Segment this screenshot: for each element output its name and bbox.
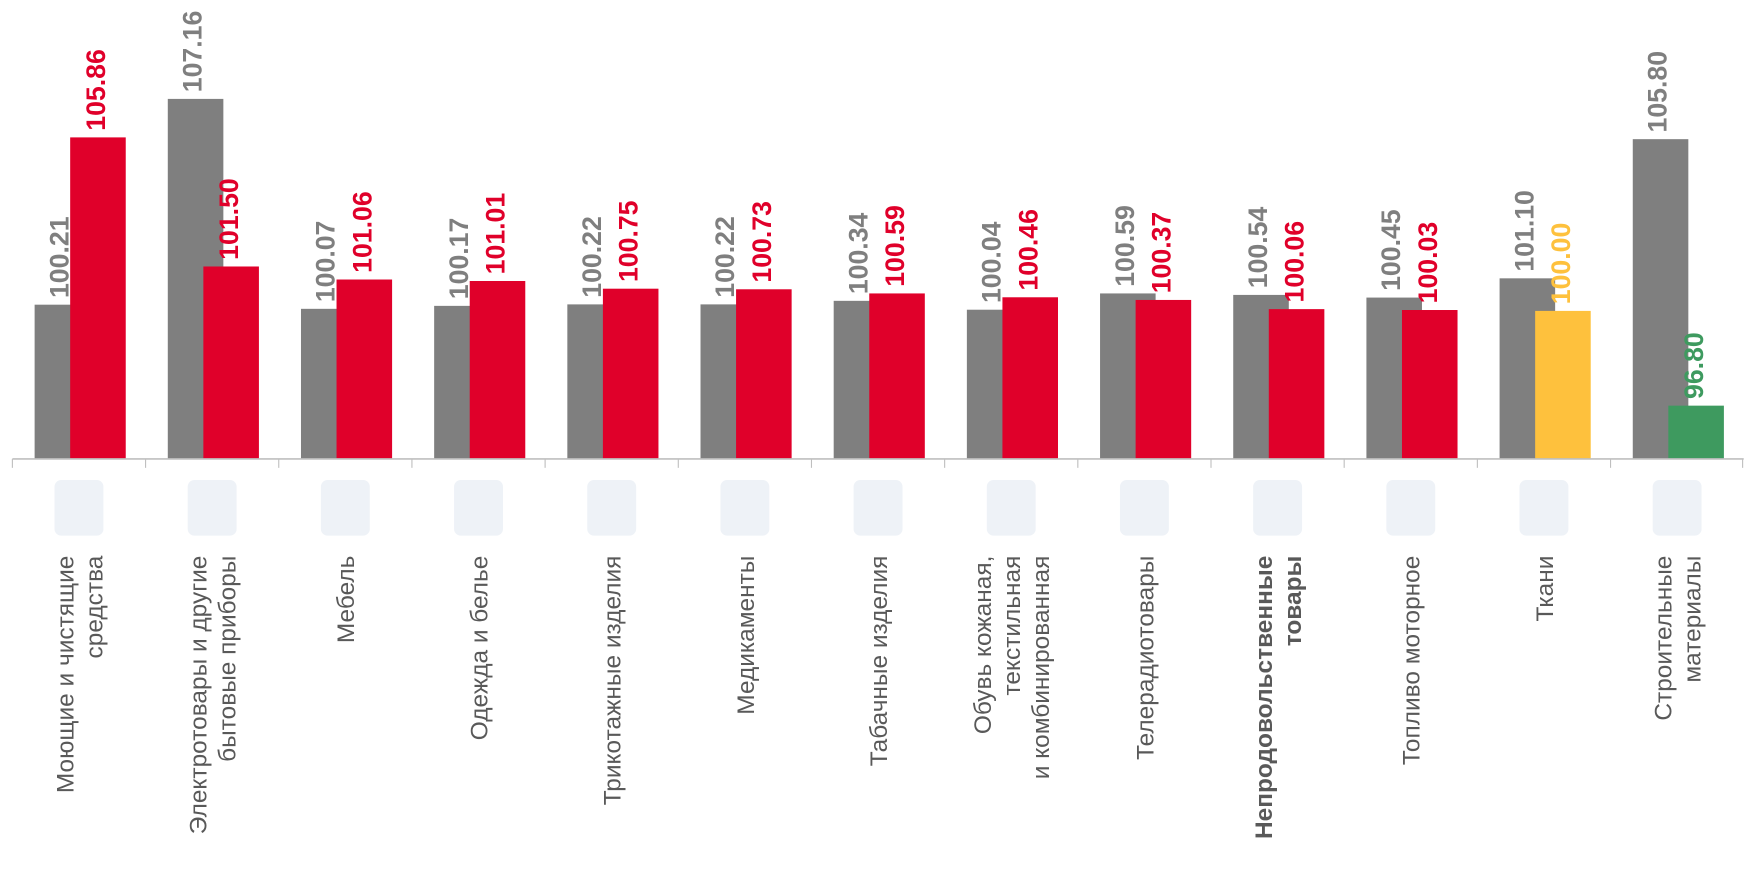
value-label: 101.10 <box>1509 190 1539 272</box>
x-tick-label: Ткани <box>1532 556 1559 622</box>
x-tick-label: Медикаменты <box>733 556 760 715</box>
value-label: 100.37 <box>1146 212 1176 294</box>
x-tick-label-line: Телерадиотовары <box>1132 556 1159 760</box>
value-label: 101.01 <box>481 193 511 275</box>
category-icon <box>1119 480 1169 536</box>
value-label: 96.80 <box>1679 332 1709 399</box>
value-label: 100.46 <box>1013 209 1043 291</box>
x-tick-label: Мебель <box>333 556 360 643</box>
category-icon <box>720 480 770 536</box>
bar <box>869 293 925 459</box>
bar <box>1135 299 1192 459</box>
bar <box>1401 310 1458 459</box>
x-tick-label-line: Топливо моторное <box>1399 556 1426 765</box>
bar <box>70 137 126 459</box>
value-label: 101.06 <box>347 191 377 273</box>
x-tick-label-line: Ткани <box>1532 556 1559 622</box>
value-label: 100.45 <box>1376 209 1406 291</box>
value-label: 100.75 <box>614 200 644 282</box>
value-label: 100.59 <box>880 205 910 287</box>
x-tick-label-line: товары <box>1280 556 1307 647</box>
bar <box>602 288 659 459</box>
x-tick-label-line: Непродовольственные <box>1251 556 1278 839</box>
value-label: 100.00 <box>1546 223 1576 305</box>
x-tick-label-line: Обувь кожаная, <box>970 556 997 735</box>
category-icon <box>320 480 370 536</box>
x-tick-label-line: бытовые приборы <box>214 556 241 762</box>
value-label: 100.03 <box>1413 222 1443 304</box>
x-tick-label: Трикотажные изделия <box>600 556 627 806</box>
value-label: 100.07 <box>311 221 341 303</box>
x-tick-label-line: Мебель <box>333 556 360 643</box>
x-tick-label-line: текстильная <box>999 556 1026 696</box>
bar <box>736 289 792 459</box>
x-tick-label: Электротовары и другиебытовые приборы <box>186 556 242 835</box>
bar <box>336 279 393 459</box>
x-tick-label-line: Трикотажные изделия <box>600 556 627 806</box>
bar <box>203 266 259 459</box>
category-icon <box>1652 480 1702 536</box>
value-label: 100.06 <box>1280 221 1310 303</box>
x-tick-label: Топливо моторное <box>1399 556 1426 765</box>
x-tick-label: Телерадиотовары <box>1132 556 1159 760</box>
value-label: 100.04 <box>977 221 1007 303</box>
category-icon <box>454 480 503 536</box>
bar <box>1668 405 1724 459</box>
bar <box>1268 309 1325 459</box>
value-label: 101.50 <box>214 178 244 260</box>
value-label: 105.80 <box>1642 51 1672 133</box>
category-icon <box>853 480 903 536</box>
value-label: 100.59 <box>1110 205 1140 287</box>
x-tick-label: Моющие и чистящиесредства <box>52 555 108 793</box>
x-tick-label: Непродовольственныетовары <box>1251 556 1307 839</box>
value-label: 100.73 <box>747 201 777 283</box>
category-icon <box>986 480 1036 536</box>
x-tick-label: Одежда и белье <box>466 556 493 741</box>
value-label: 105.86 <box>81 49 111 131</box>
value-label: 100.21 <box>44 216 74 298</box>
value-label: 100.17 <box>444 218 474 300</box>
value-label: 100.34 <box>843 212 873 294</box>
category-icon <box>1519 480 1569 536</box>
category-icon <box>1253 480 1303 536</box>
value-label: 100.54 <box>1243 207 1273 289</box>
bar <box>1002 297 1058 459</box>
x-tick-label: Обувь кожаная,текстильнаяи комбинированн… <box>970 556 1055 780</box>
x-tick-label-line: Табачные изделия <box>866 556 893 767</box>
value-label: 107.16 <box>178 11 208 93</box>
x-tick-label-line: Моющие и чистящие <box>52 556 79 794</box>
value-label: 100.22 <box>710 216 740 298</box>
category-icon <box>54 480 104 536</box>
x-tick-label-line: Одежда и белье <box>466 556 493 741</box>
x-tick-label-line: материалы <box>1679 556 1706 683</box>
bar <box>1535 310 1591 459</box>
category-icon <box>587 480 637 536</box>
x-tick-label-line: Электротовары и другие <box>186 556 213 835</box>
x-tick-label: Строительныематериалы <box>1651 556 1707 721</box>
x-tick-label: Табачные изделия <box>866 556 893 767</box>
bar <box>469 280 526 459</box>
x-tick-label-line: Медикаменты <box>733 556 760 715</box>
x-tick-label-line: Строительные <box>1651 556 1678 721</box>
category-icon <box>187 480 237 536</box>
x-tick-label-line: средства <box>81 555 108 658</box>
x-tick-label-line: и комбинированная <box>1028 556 1055 780</box>
category-icon <box>1386 480 1436 536</box>
value-label: 100.22 <box>577 216 607 298</box>
